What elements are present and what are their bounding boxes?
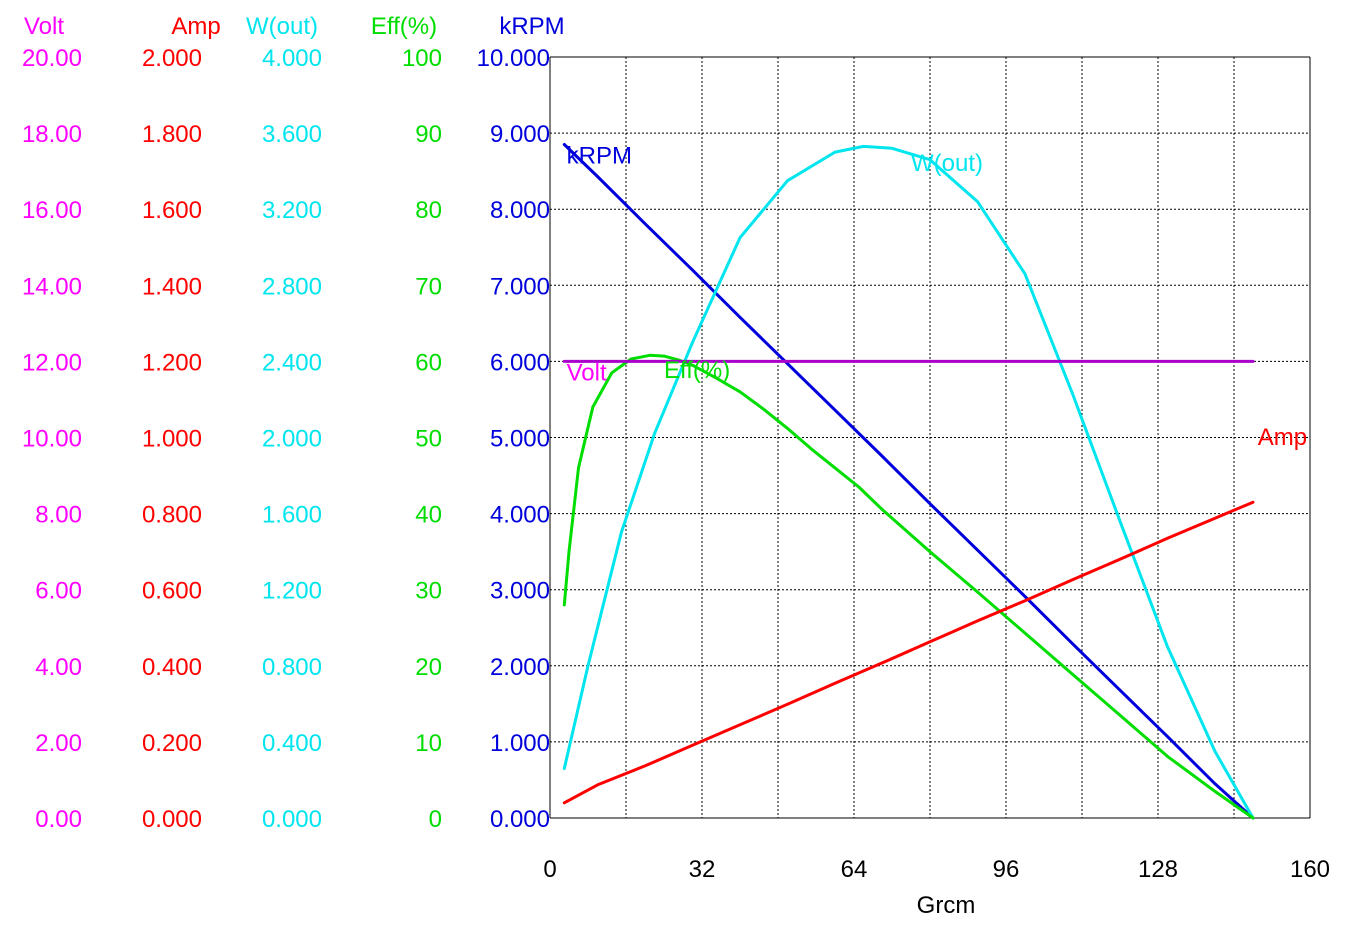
x-tick-label: 128 xyxy=(1138,856,1178,883)
y-axis-title: kRPM xyxy=(499,13,564,40)
y-tick-label: 3.600 xyxy=(262,121,322,148)
series-label: Eff(%) xyxy=(664,357,730,384)
series xyxy=(562,143,1255,820)
y-tick-label: 30 xyxy=(415,578,442,605)
y-tick-label: 1.200 xyxy=(142,349,202,376)
y-tick-label: 18.00 xyxy=(22,121,82,148)
y-tick-label: 0.400 xyxy=(262,730,322,757)
y-tick-label: 20 xyxy=(415,654,442,681)
y-tick-label: 2.000 xyxy=(262,426,322,453)
y-tick-label: 12.00 xyxy=(22,349,82,376)
y-tick-label: 1.600 xyxy=(262,502,322,529)
series-label: W(out) xyxy=(911,150,983,177)
y-tick-label: 2.800 xyxy=(262,273,322,300)
y-tick-label: 1.800 xyxy=(142,121,202,148)
y-tick-label: 4.000 xyxy=(262,45,322,72)
y-tick-label: 14.00 xyxy=(22,273,82,300)
y-axis-title: Amp xyxy=(171,13,220,40)
y-tick-label: 0.800 xyxy=(262,654,322,681)
y-tick-label: 10.00 xyxy=(22,426,82,453)
y-tick-label: 1.400 xyxy=(142,273,202,300)
y-tick-label: 0.000 xyxy=(142,806,202,833)
series-label: Volt xyxy=(567,359,607,386)
y-tick-label: 80 xyxy=(415,197,442,224)
series-labels: kRPM W(out) Eff(%) Volt Amp xyxy=(567,143,1307,452)
y-tick-label: 7.000 xyxy=(490,273,550,300)
series-line-eff xyxy=(562,353,1255,820)
y-tick-label: 5.000 xyxy=(490,426,550,453)
y-tick-label: 3.200 xyxy=(262,197,322,224)
y-tick-label: 6.00 xyxy=(35,578,82,605)
y-tick-label: 0.200 xyxy=(142,730,202,757)
series-label: kRPM xyxy=(567,143,632,170)
y-tick-label: 8.00 xyxy=(35,502,82,529)
series-line-amp xyxy=(562,500,1255,805)
y-tick-label: 1.000 xyxy=(490,730,550,757)
y-tick-label: 4.00 xyxy=(35,654,82,681)
x-tick-label: 96 xyxy=(993,856,1020,883)
x-tick-label: 32 xyxy=(689,856,716,883)
x-tick-label: 64 xyxy=(841,856,868,883)
y-tick-label: 16.00 xyxy=(22,197,82,224)
y-tick-label: 8.000 xyxy=(490,197,550,224)
y-tick-label: 0.400 xyxy=(142,654,202,681)
y-tick-label: 2.400 xyxy=(262,349,322,376)
x-axis-label: Grcm xyxy=(917,892,976,919)
y-tick-label: 60 xyxy=(415,349,442,376)
y-tick-label: 0 xyxy=(429,806,442,833)
y-tick-label: 0.600 xyxy=(142,578,202,605)
x-tick-label: 160 xyxy=(1290,856,1330,883)
y-axis-title: Volt xyxy=(24,13,64,40)
y-tick-label: 2.000 xyxy=(142,45,202,72)
series-label: Amp xyxy=(1258,424,1307,451)
y-tick-label: 6.000 xyxy=(490,349,550,376)
y-tick-label: 50 xyxy=(415,426,442,453)
y-axes: Volt 0.00 2.00 4.00 6.00 8.00 10.00 12.00 14.00 1… xyxy=(22,13,565,833)
y-tick-label: 70 xyxy=(415,273,442,300)
y-tick-label: 0.000 xyxy=(490,806,550,833)
y-tick-label: 9.000 xyxy=(490,121,550,148)
y-tick-label: 3.000 xyxy=(490,578,550,605)
y-tick-label: 0.800 xyxy=(142,502,202,529)
y-tick-label: 2.000 xyxy=(490,654,550,681)
y-tick-label: 20.00 xyxy=(22,45,82,72)
y-tick-label: 2.00 xyxy=(35,730,82,757)
y-tick-label: 40 xyxy=(415,502,442,529)
y-tick-label: 100 xyxy=(402,45,442,72)
y-tick-label: 10.000 xyxy=(477,45,550,72)
y-tick-label: 1.200 xyxy=(262,578,322,605)
y-axis-title: Eff(%) xyxy=(371,13,437,40)
y-tick-label: 0.000 xyxy=(262,806,322,833)
y-tick-label: 1.600 xyxy=(142,197,202,224)
series-line-krpm xyxy=(562,143,1255,820)
x-tick-label: 0 xyxy=(543,856,556,883)
y-tick-label: 10 xyxy=(415,730,442,757)
y-tick-label: 0.00 xyxy=(35,806,82,833)
series-line-w-out xyxy=(562,144,1255,820)
y-axis-title: W(out) xyxy=(246,13,318,40)
y-tick-label: 90 xyxy=(415,121,442,148)
x-axis: 0 32 64 96 128 160 xyxy=(543,856,1330,883)
y-tick-label: 4.000 xyxy=(490,502,550,529)
y-tick-label: 1.000 xyxy=(142,426,202,453)
